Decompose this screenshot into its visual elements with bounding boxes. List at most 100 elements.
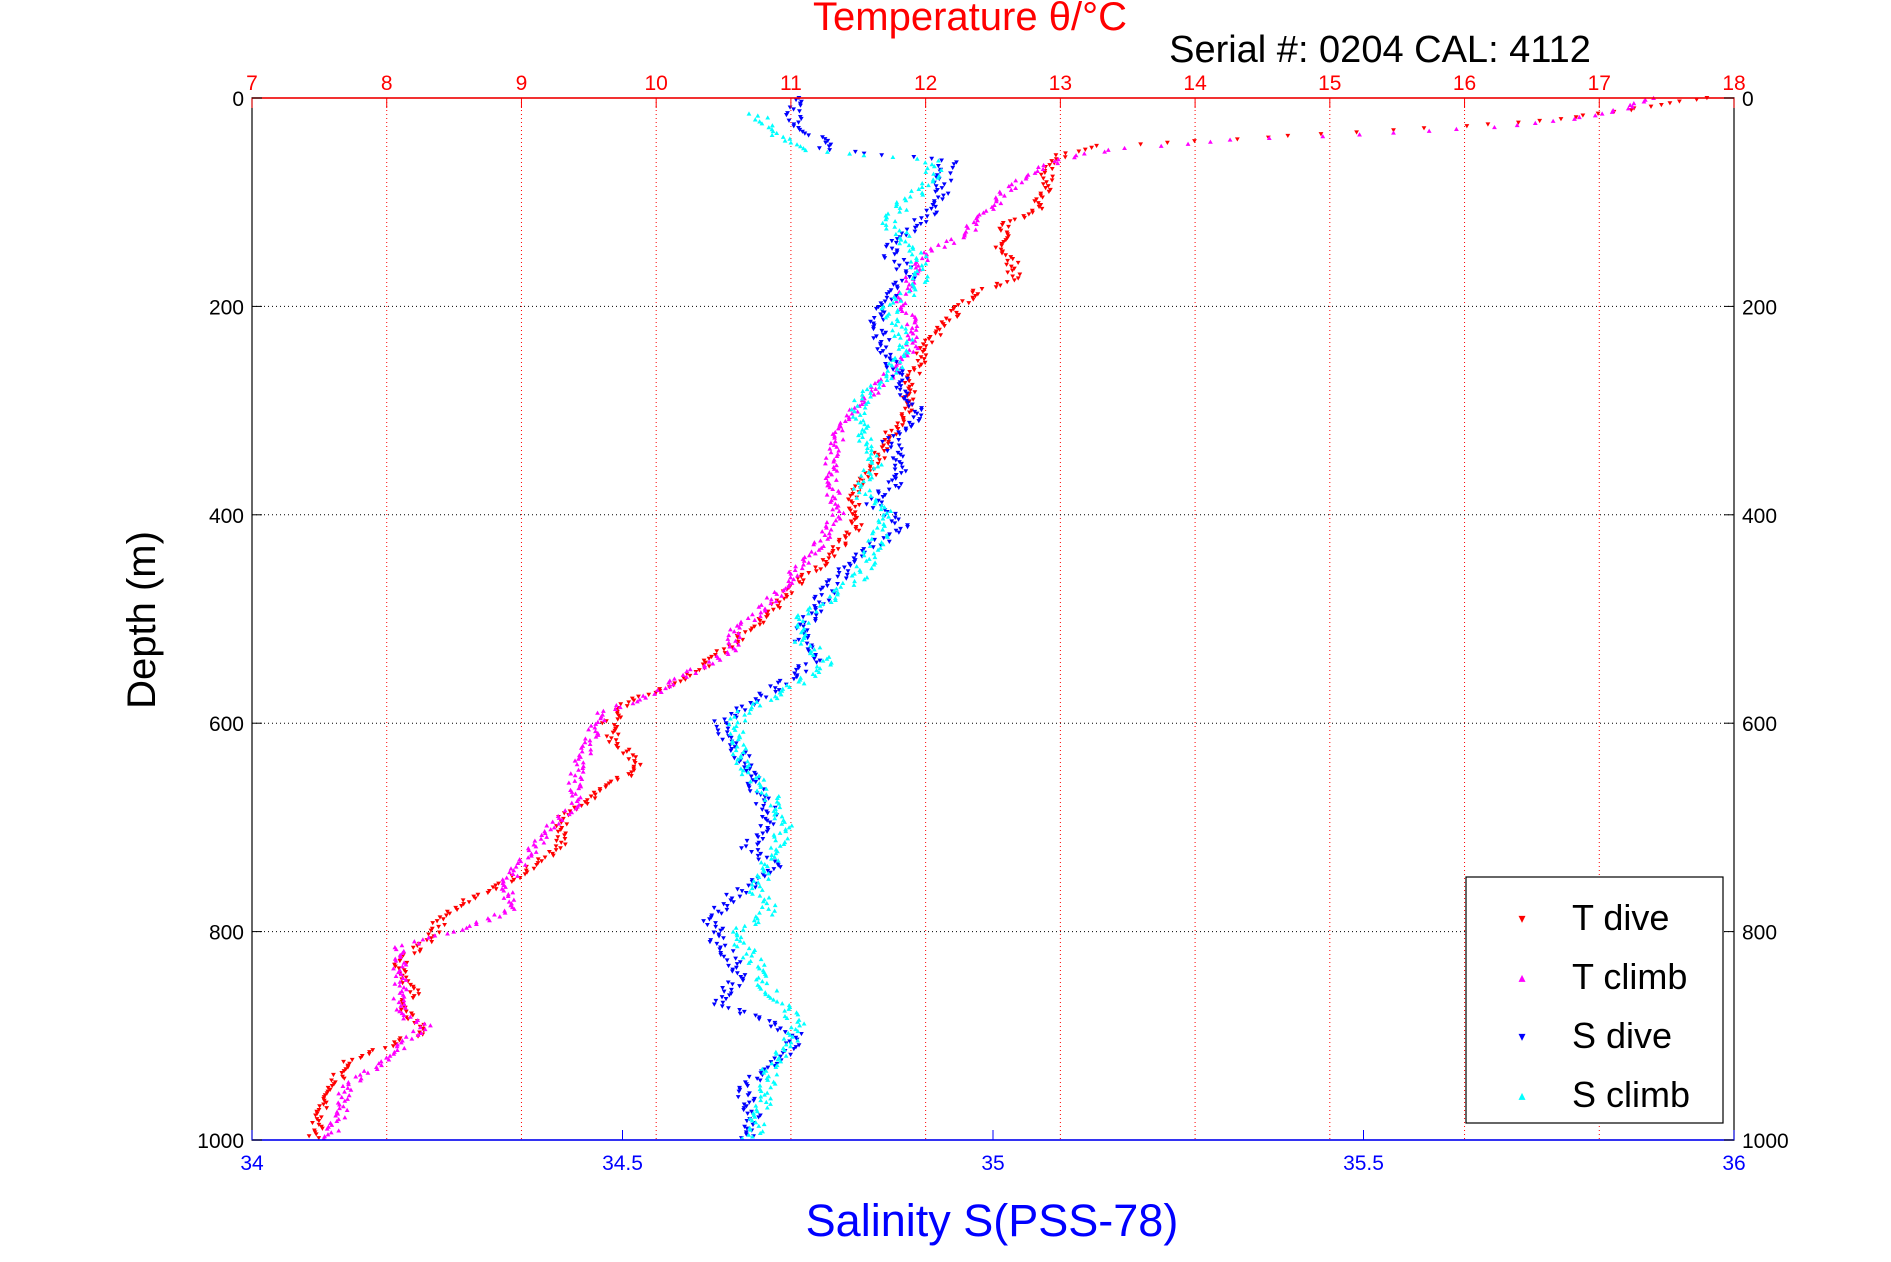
data-point — [929, 156, 935, 161]
data-point — [796, 580, 802, 585]
data-point — [755, 853, 761, 859]
data-point — [797, 622, 803, 627]
data-point — [894, 298, 899, 304]
data-point — [924, 277, 930, 283]
data-point — [1017, 272, 1023, 277]
data-point — [838, 424, 844, 429]
data-point — [906, 404, 912, 409]
data-point — [864, 449, 870, 454]
data-point — [894, 366, 900, 371]
data-point — [753, 772, 759, 777]
data-point — [929, 248, 935, 253]
data-point — [893, 476, 899, 481]
data-point — [415, 988, 421, 993]
data-point — [891, 259, 897, 265]
data-point — [758, 782, 763, 788]
data-point — [948, 171, 953, 176]
data-point — [904, 391, 910, 396]
data-point — [737, 960, 743, 965]
data-point — [782, 1008, 788, 1013]
data-point — [782, 138, 788, 143]
data-point — [922, 160, 928, 165]
data-point — [746, 883, 751, 888]
data-point — [711, 1002, 717, 1007]
data-point — [853, 416, 859, 421]
data-point — [889, 519, 895, 524]
data-point — [757, 618, 763, 624]
data-point — [909, 252, 915, 257]
data-point — [1658, 102, 1664, 108]
data-point — [796, 120, 801, 125]
data-point — [341, 1076, 347, 1081]
data-point — [999, 243, 1005, 248]
data-point — [812, 673, 818, 678]
data-point — [792, 639, 798, 644]
data-point — [735, 708, 740, 713]
data-point — [775, 1057, 781, 1062]
data-point — [897, 290, 903, 296]
data-point — [791, 124, 797, 129]
data-point — [569, 793, 575, 798]
data-point — [531, 866, 537, 871]
data-point — [868, 394, 873, 399]
data-point — [867, 543, 873, 549]
data-point — [797, 127, 803, 133]
data-point — [806, 560, 812, 565]
data-point — [823, 563, 828, 568]
data-point — [738, 934, 744, 940]
data-point — [712, 652, 718, 658]
data-point — [391, 996, 397, 1001]
data-point — [1045, 184, 1051, 189]
data-point — [768, 697, 774, 702]
data-point — [504, 875, 510, 880]
data-point — [880, 349, 886, 354]
data-point — [835, 426, 841, 431]
data-point — [734, 936, 740, 941]
data-point — [900, 302, 906, 308]
data-point — [1105, 147, 1111, 152]
data-point — [1122, 145, 1127, 151]
data-point — [752, 885, 758, 890]
data-point — [759, 790, 764, 795]
data-point — [782, 1013, 788, 1019]
data-point — [906, 379, 912, 384]
data-point — [890, 328, 895, 333]
data-point — [323, 1100, 329, 1105]
data-point — [403, 977, 409, 982]
data-point — [806, 620, 812, 625]
data-point — [914, 255, 919, 260]
data-point — [792, 567, 798, 572]
data-point — [889, 478, 895, 483]
data-point — [558, 846, 563, 851]
data-point — [687, 673, 693, 679]
data-point — [917, 371, 923, 377]
data-point — [925, 165, 930, 171]
data-point — [752, 1114, 758, 1119]
data-point — [528, 853, 534, 858]
data-point — [812, 596, 817, 601]
data-point — [777, 830, 783, 835]
data-point — [905, 285, 911, 291]
data-point — [730, 751, 736, 756]
data-point — [872, 380, 878, 386]
data-point — [711, 905, 717, 911]
data-point — [827, 446, 833, 451]
data-point — [888, 508, 894, 514]
data-point — [667, 684, 673, 689]
data-point — [558, 840, 564, 845]
data-point — [878, 377, 884, 382]
data-point — [733, 638, 739, 643]
data-point — [743, 769, 749, 774]
data-point — [768, 856, 774, 861]
data-point — [848, 508, 853, 513]
temperature-tick-label: 17 — [1588, 72, 1611, 95]
data-point — [909, 337, 915, 342]
data-point — [1076, 149, 1082, 154]
data-point — [574, 762, 580, 767]
data-point — [397, 958, 403, 964]
data-point — [728, 748, 734, 753]
data-point — [745, 1093, 751, 1098]
data-point — [893, 370, 899, 375]
data-point — [764, 829, 770, 834]
